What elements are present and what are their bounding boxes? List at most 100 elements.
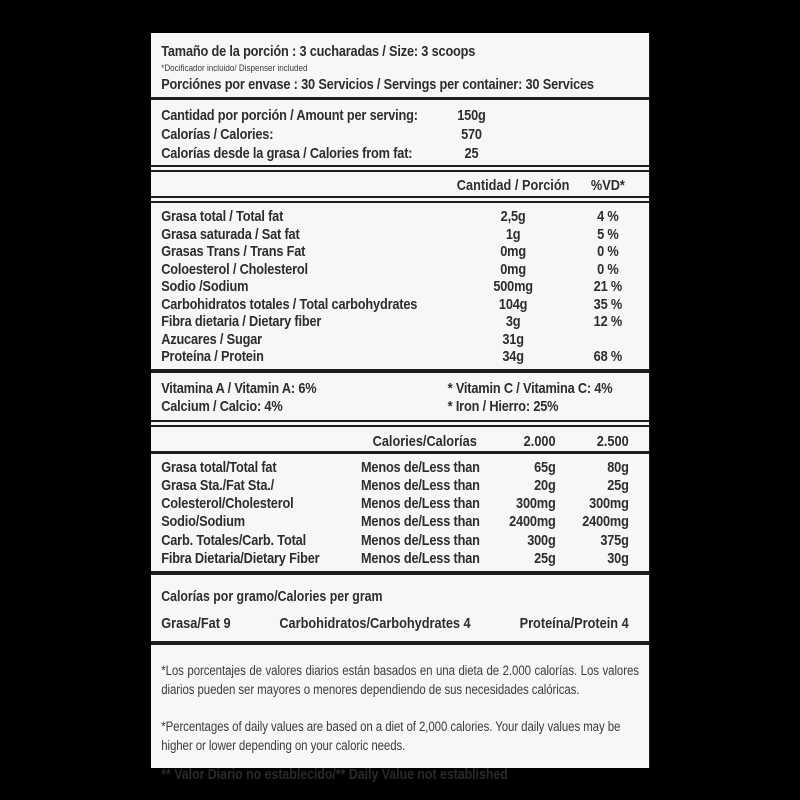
footnote-english: *Percentages of daily values are based o… bbox=[161, 719, 621, 754]
reference-row-total-fat: Grasa total/Total fat Menos de/Less than… bbox=[151, 459, 639, 477]
reference-row-fiber: Fibra Dietaria/Dietary Fiber Menos de/Le… bbox=[151, 550, 639, 568]
nutrient-dv: 12 % bbox=[593, 313, 623, 330]
col-2500-header: 2.500 bbox=[596, 432, 629, 450]
nutrient-label: Azucares / Sugar bbox=[161, 330, 262, 348]
amount-per-serving-row: Cantidad por porción / Amount per servin… bbox=[151, 106, 649, 125]
ref-2000-value: 65g bbox=[534, 458, 556, 476]
calories-column-header: Calories/Calorías bbox=[372, 432, 477, 450]
nutrient-amount: 34g bbox=[502, 348, 524, 365]
nutrient-dv: 21 % bbox=[593, 278, 623, 295]
calories-per-gram-section: Calorías por gramo/Calories per gram Gra… bbox=[151, 589, 649, 632]
vitamins-section: Vitamina A / Vitamin A: 6% * Vitamin C /… bbox=[151, 380, 650, 427]
reference-row-sodium: Sodio/Sodium Menos de/Less than 2400mg 2… bbox=[151, 513, 639, 531]
ref-label: Sodio/Sodium bbox=[161, 513, 245, 531]
ref-label: Carb. Totales/Carb. Total bbox=[161, 531, 306, 549]
vitamin-row: Calcium / Calcio: 4% * Iron / Hierro: 25… bbox=[151, 398, 649, 416]
ref-qualifier: Menos de/Less than bbox=[360, 495, 480, 513]
calories-per-gram-title: Calorías por gramo/Calories per gram bbox=[161, 589, 383, 606]
nutrient-label: Proteína / Protein bbox=[161, 348, 264, 365]
ref-label: Fibra Dietaria/Dietary Fiber bbox=[161, 549, 320, 567]
reference-table-header: Calories/Calorías 2.000 2.500 bbox=[151, 432, 639, 451]
ref-label: Colesterol/Cholesterol bbox=[161, 495, 294, 513]
nutrient-label: Fibra dietaria / Dietary fiber bbox=[161, 313, 322, 330]
divider bbox=[151, 571, 650, 576]
nutrient-row-carbohydrates: Carbohidratos totales / Total carbohydra… bbox=[151, 296, 649, 314]
calcium: Calcium / Calcio: 4% bbox=[161, 397, 283, 415]
vitamin-c: * Vitamin C / Vitamina C: 4% bbox=[447, 379, 613, 397]
nutrient-dv: 5 % bbox=[597, 225, 619, 243]
row-value: 570 bbox=[461, 126, 482, 143]
calories-row: Calorías / Calories: 570 bbox=[151, 125, 649, 144]
ref-2500-value: 25g bbox=[607, 476, 629, 494]
nutrient-amount: 1g bbox=[505, 225, 521, 243]
nutrient-amount: 500mg bbox=[493, 278, 533, 295]
row-label: Calorías desde la grasa / Calories from … bbox=[161, 145, 413, 162]
protein-per-gram: Proteína/Protein 4 bbox=[519, 615, 629, 633]
reference-row-cholesterol: Colesterol/Cholesterol Menos de/Less tha… bbox=[151, 495, 639, 513]
ref-2500-value: 30g bbox=[607, 549, 629, 567]
nutrient-table-header: Cantidad / Porción %VD* bbox=[151, 176, 649, 196]
ref-2500-value: 80g bbox=[607, 458, 629, 476]
amount-column-header: Cantidad / Porción bbox=[456, 177, 570, 194]
vitamin-row: Vitamina A / Vitamin A: 6% * Vitamin C /… bbox=[151, 380, 649, 398]
nutrition-facts-panel: Tamaño de la porción : 3 cucharadas / Si… bbox=[151, 33, 650, 783]
ref-qualifier: Menos de/Less than bbox=[360, 549, 480, 567]
nutrient-row-trans-fat: Grasas Trans / Trans Fat 0mg 0 % bbox=[151, 243, 649, 261]
nutrient-label: Grasa saturada / Sat fat bbox=[161, 225, 300, 243]
divider bbox=[151, 196, 650, 203]
nutrient-row-sodium: Sodio /Sodium 500mg 21 % bbox=[151, 278, 649, 296]
daily-value-note: ** Valor Diario no establecido/** Daily … bbox=[161, 767, 508, 784]
nutrient-label: Carbohidratos totales / Total carbohydra… bbox=[161, 295, 418, 313]
iron: * Iron / Hierro: 25% bbox=[447, 397, 559, 415]
nutrient-label: Grasas Trans / Trans Fat bbox=[161, 243, 306, 260]
serving-size-line: Tamaño de la porción : 3 cucharadas / Si… bbox=[161, 43, 476, 60]
servings-per-container-line: Porciónes por envase : 30 Servicios / Se… bbox=[161, 76, 594, 93]
divider bbox=[151, 165, 650, 172]
ref-qualifier: Menos de/Less than bbox=[360, 476, 480, 494]
ref-qualifier: Menos de/Less than bbox=[360, 531, 480, 549]
dispenser-note: *Docificador incluido/ Dispenser include… bbox=[161, 63, 308, 74]
row-value: 25 bbox=[464, 145, 479, 162]
nutrient-row-fiber: Fibra dietaria / Dietary fiber 3g 12 % bbox=[151, 313, 649, 331]
calories-from-fat-row: Calorías desde la grasa / Calories from … bbox=[151, 144, 649, 163]
divider bbox=[151, 368, 650, 373]
vitamin-a: Vitamina A / Vitamin A: 6% bbox=[161, 379, 317, 397]
reference-row-sat-fat: Grasa Sta./Fat Sta./ Menos de/Less than … bbox=[151, 477, 639, 495]
nutrient-amount: 2,5g bbox=[500, 208, 526, 225]
carbs-per-gram: Carbohidratos/Carbohydrates 4 bbox=[279, 615, 471, 633]
dv-column-header: %VD* bbox=[590, 177, 625, 194]
nutrient-row-sugar: Azucares / Sugar 31g bbox=[151, 331, 649, 349]
nutrient-dv bbox=[577, 331, 639, 349]
nutrient-amount: 0mg bbox=[500, 243, 526, 260]
ref-2000-value: 300g bbox=[527, 531, 556, 549]
nutrient-dv: 0 % bbox=[597, 260, 619, 278]
divider bbox=[151, 419, 650, 427]
col-2000-header: 2.000 bbox=[523, 432, 556, 450]
nutrient-row-sat-fat: Grasa saturada / Sat fat 1g 5 % bbox=[151, 226, 649, 244]
nutrient-dv: 35 % bbox=[593, 295, 623, 313]
ref-qualifier: Menos de/Less than bbox=[360, 458, 480, 476]
nutrient-row-total-fat: Grasa total / Total fat 2,5g 4 % bbox=[151, 208, 649, 226]
nutrient-label: Sodio /Sodium bbox=[161, 278, 249, 295]
serving-info-section: Tamaño de la porción : 3 cucharadas / Si… bbox=[151, 33, 650, 100]
nutrient-dv: 68 % bbox=[593, 348, 623, 365]
nutrient-dv: 0 % bbox=[597, 243, 619, 260]
nutrient-row-protein: Proteína / Protein 34g 68 % bbox=[151, 348, 649, 366]
nutrient-row-cholesterol: Coloesterol / Cholesterol 0mg 0 % bbox=[151, 261, 649, 279]
nutrient-rows: Grasa total / Total fat 2,5g 4 % Grasa s… bbox=[151, 208, 649, 366]
nutrient-amount: 0mg bbox=[500, 260, 526, 278]
nutrient-label: Coloesterol / Cholesterol bbox=[161, 260, 308, 278]
divider bbox=[151, 641, 650, 646]
calories-per-gram-row: Grasa/Fat 9 Carbohidratos/Carbohydrates … bbox=[151, 615, 639, 632]
ref-2000-value: 20g bbox=[534, 476, 556, 494]
ref-2500-value: 2400mg bbox=[582, 513, 629, 531]
row-label: Cantidad por porción / Amount per servin… bbox=[161, 107, 418, 124]
ref-2500-value: 375g bbox=[600, 531, 629, 549]
ref-2500-value: 300mg bbox=[589, 495, 629, 513]
reference-rows: Grasa total/Total fat Menos de/Less than… bbox=[151, 459, 649, 569]
reference-row-carbs: Carb. Totales/Carb. Total Menos de/Less … bbox=[151, 532, 639, 550]
nutrient-amount: 31g bbox=[502, 330, 524, 348]
footnote-spanish: *Los porcentajes de valores diarios está… bbox=[161, 663, 639, 698]
divider bbox=[151, 450, 650, 454]
ref-2000-value: 2400mg bbox=[509, 513, 556, 531]
